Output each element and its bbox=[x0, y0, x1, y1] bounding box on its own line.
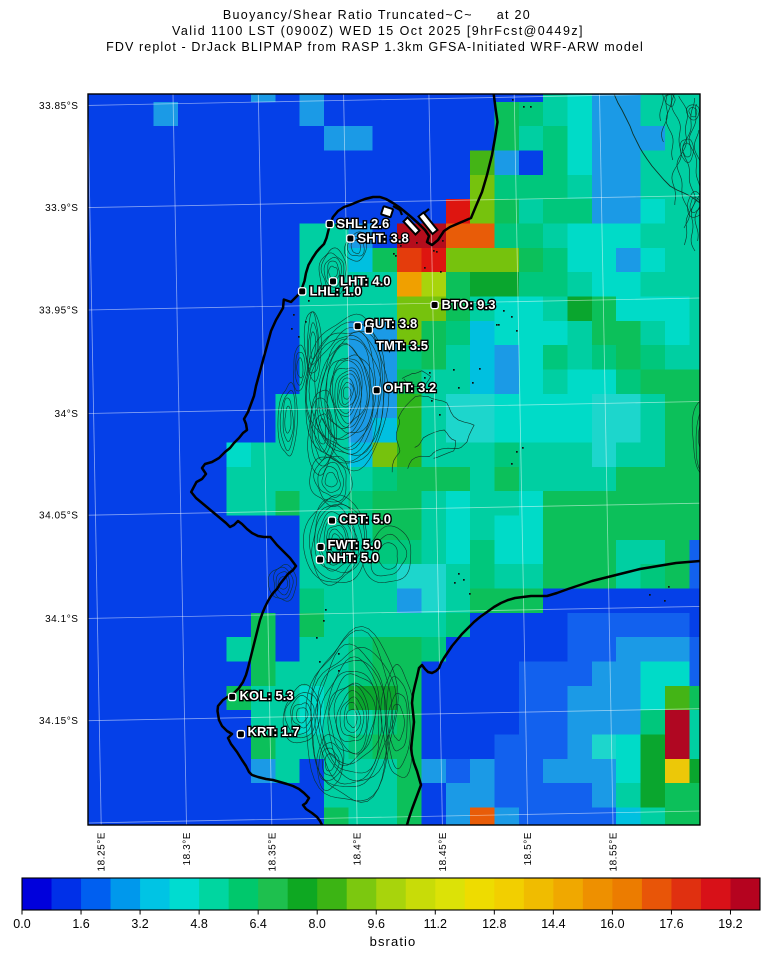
svg-text:Buoyancy/Shear Ratio Truncated: Buoyancy/Shear Ratio Truncated~C~ at 20 bbox=[223, 8, 531, 22]
svg-text:33.9°S: 33.9°S bbox=[45, 203, 78, 214]
svg-text:14.4: 14.4 bbox=[541, 917, 565, 931]
svg-text:12.8: 12.8 bbox=[482, 917, 506, 931]
svg-text:11.2: 11.2 bbox=[424, 917, 447, 931]
svg-text:1.6: 1.6 bbox=[72, 917, 89, 931]
svg-text:bsratio: bsratio bbox=[370, 934, 417, 949]
svg-text:33.85°S: 33.85°S bbox=[39, 101, 79, 112]
svg-text:34.15°S: 34.15°S bbox=[39, 716, 79, 727]
svg-text:19.2: 19.2 bbox=[718, 917, 742, 931]
svg-text:33.95°S: 33.95°S bbox=[39, 306, 79, 317]
svg-text:LHL: 1.0: LHL: 1.0 bbox=[310, 284, 362, 299]
svg-text:Valid 1100 LST (0900Z) WED 15: Valid 1100 LST (0900Z) WED 15 Oct 2025 [… bbox=[172, 24, 584, 38]
svg-text:FDV replot - DrJack BLIPMAP fr: FDV replot - DrJack BLIPMAP from RASP 1.… bbox=[106, 40, 644, 54]
svg-text:9.6: 9.6 bbox=[368, 917, 385, 931]
svg-text:18.25°E: 18.25°E bbox=[97, 832, 108, 872]
svg-text:SHT: 3.8: SHT: 3.8 bbox=[358, 231, 409, 246]
svg-text:OHT: 3.2: OHT: 3.2 bbox=[384, 380, 437, 395]
svg-text:BTO: 9.3: BTO: 9.3 bbox=[442, 297, 496, 312]
svg-text:NHT: 5.0: NHT: 5.0 bbox=[327, 550, 379, 565]
svg-text:0.0: 0.0 bbox=[13, 917, 30, 931]
svg-text:GUT: 3.8: GUT: 3.8 bbox=[365, 316, 418, 331]
svg-text:17.6: 17.6 bbox=[659, 917, 683, 931]
svg-text:3.2: 3.2 bbox=[131, 917, 148, 931]
svg-text:34.05°S: 34.05°S bbox=[39, 511, 79, 522]
svg-text:18.3°E: 18.3°E bbox=[182, 832, 193, 865]
svg-text:18.45°E: 18.45°E bbox=[438, 832, 449, 872]
svg-text:18.35°E: 18.35°E bbox=[267, 832, 278, 872]
svg-text:6.4: 6.4 bbox=[249, 917, 266, 931]
svg-text:CBT: 5.0: CBT: 5.0 bbox=[339, 512, 391, 527]
svg-text:FWT: 5.0: FWT: 5.0 bbox=[328, 537, 382, 552]
svg-text:34°S: 34°S bbox=[55, 409, 79, 420]
svg-text:34.1°S: 34.1°S bbox=[45, 614, 78, 625]
svg-text:SHL: 2.6: SHL: 2.6 bbox=[337, 216, 390, 231]
svg-text:KOL: 5.3: KOL: 5.3 bbox=[240, 688, 294, 703]
svg-text:KRT: 1.7: KRT: 1.7 bbox=[248, 724, 300, 739]
svg-text:4.8: 4.8 bbox=[190, 917, 207, 931]
svg-text:8.0: 8.0 bbox=[309, 917, 326, 931]
svg-text:18.5°E: 18.5°E bbox=[523, 832, 534, 865]
svg-text:LHT: 4.0: LHT: 4.0 bbox=[340, 274, 391, 289]
svg-text:16.0: 16.0 bbox=[600, 917, 624, 931]
svg-text:18.55°E: 18.55°E bbox=[609, 832, 620, 872]
svg-text:18.4°E: 18.4°E bbox=[353, 832, 364, 865]
svg-text:TMT: 3.5: TMT: 3.5 bbox=[376, 338, 428, 353]
